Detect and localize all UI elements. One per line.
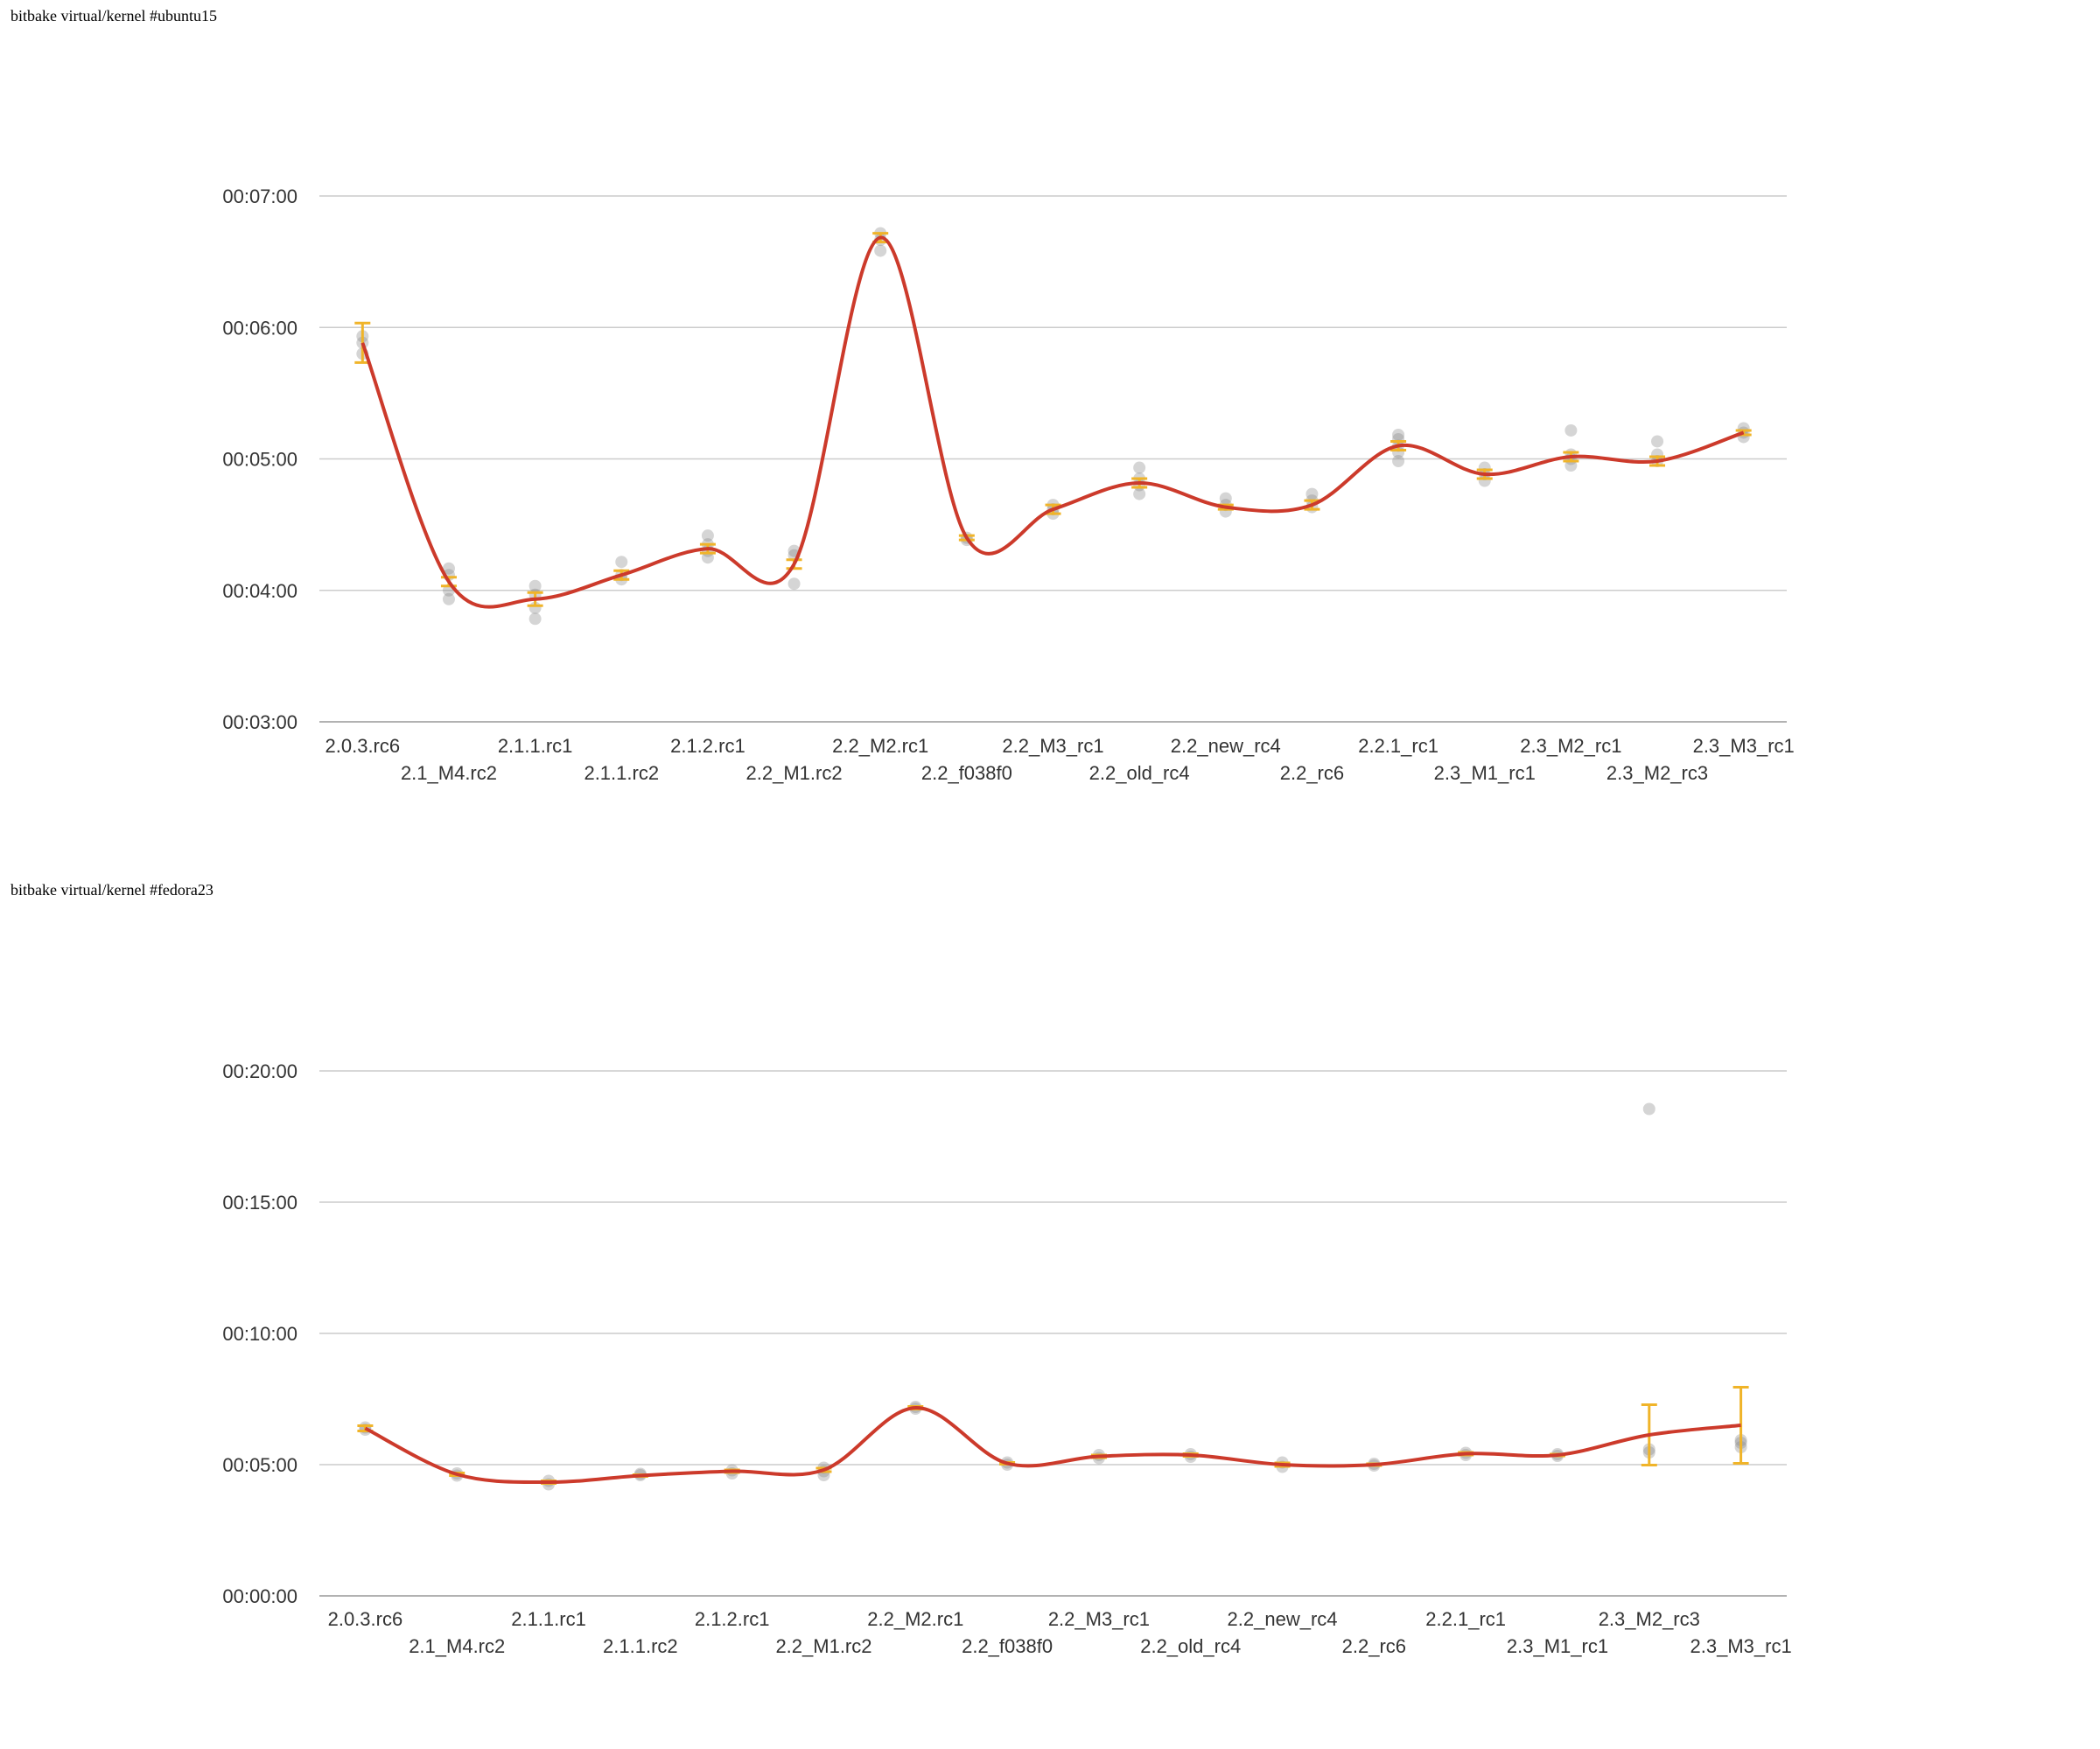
- x-tick-label: 2.1_M4.rc2: [401, 762, 497, 784]
- sample-point: [1306, 487, 1319, 500]
- sample-point: [788, 577, 801, 591]
- sample-point: [1564, 423, 1578, 437]
- x-tick-label: 2.2_f038f0: [962, 1635, 1053, 1657]
- sample-point: [874, 244, 887, 257]
- x-tick-label: 2.2_rc6: [1342, 1635, 1406, 1657]
- x-tick-label: 2.0.3.rc6: [326, 735, 401, 757]
- mean-line: [360, 235, 1745, 609]
- x-tick-label: 2.0.3.rc6: [328, 1608, 403, 1630]
- x-tick-label: 2.2_old_rc4: [1089, 762, 1190, 784]
- x-tick-label: 2.1.2.rc1: [670, 735, 746, 757]
- x-tick-label: 2.3_M2_rc3: [1599, 1608, 1700, 1630]
- sample-point: [1564, 459, 1578, 472]
- y-tick-label: 00:06:00: [222, 317, 298, 339]
- x-tick-label: 2.2_old_rc4: [1140, 1635, 1241, 1657]
- x-tick-label: 2.3_M3_rc1: [1693, 735, 1795, 757]
- x-tick-label: 2.1.1.rc1: [498, 735, 573, 757]
- chart-title: bitbake virtual/kernel #ubuntu15: [10, 7, 217, 24]
- sample-point: [1133, 461, 1146, 474]
- x-tick-label: 2.2_M2.rc1: [867, 1608, 963, 1630]
- x-tick-label: 2.2_M3_rc1: [1048, 1608, 1150, 1630]
- sample-point: [442, 562, 455, 575]
- x-tick-label: 2.2_f038f0: [921, 762, 1012, 784]
- x-tick-label: 2.3_M2_rc1: [1520, 735, 1621, 757]
- sample-point: [615, 556, 628, 569]
- sample-point: [1133, 487, 1146, 500]
- chart-title: bitbake virtual/kernel #fedora23: [10, 881, 214, 899]
- x-tick-label: 2.2_M2.rc1: [832, 735, 928, 757]
- sample-point: [1651, 435, 1664, 448]
- x-tick-label: 2.1.1.rc1: [511, 1608, 586, 1630]
- x-tick-label: 2.2_M1.rc2: [775, 1635, 872, 1657]
- y-tick-label: 00:10:00: [222, 1323, 298, 1345]
- sample-point: [1219, 492, 1232, 505]
- mean-line: [364, 1405, 1741, 1485]
- y-tick-label: 00:05:00: [222, 1454, 298, 1476]
- y-tick-label: 00:05:00: [222, 449, 298, 471]
- x-tick-label: 2.2.1_rc1: [1358, 735, 1438, 757]
- sample-point: [1392, 428, 1405, 441]
- x-tick-label: 2.3_M3_rc1: [1690, 1635, 1792, 1657]
- y-tick-label: 00:07:00: [222, 185, 298, 207]
- y-tick-label: 00:04:00: [222, 580, 298, 602]
- x-tick-label: 2.1_M4.rc2: [409, 1635, 505, 1657]
- x-tick-label: 2.2_M3_rc1: [1002, 735, 1103, 757]
- x-tick-label: 2.2_new_rc4: [1228, 1608, 1338, 1630]
- y-tick-label: 00:15:00: [222, 1192, 298, 1214]
- x-tick-label: 2.2.1_rc1: [1425, 1608, 1506, 1630]
- sample-point: [528, 612, 542, 626]
- y-tick-label: 00:03:00: [222, 711, 298, 733]
- sample-point: [442, 592, 455, 605]
- x-tick-label: 2.3_M1_rc1: [1507, 1635, 1608, 1657]
- x-tick-label: 2.2_new_rc4: [1171, 735, 1281, 757]
- x-tick-label: 2.3_M1_rc1: [1434, 762, 1536, 784]
- x-tick-label: 2.2_rc6: [1280, 762, 1344, 784]
- sample-point: [1392, 455, 1405, 468]
- sample-point: [701, 551, 714, 564]
- x-tick-label: 2.3_M2_rc3: [1606, 762, 1708, 784]
- x-tick-label: 2.1.2.rc1: [695, 1608, 770, 1630]
- y-tick-label: 00:20:00: [222, 1060, 298, 1082]
- x-tick-label: 2.2_M1.rc2: [746, 762, 843, 784]
- x-tick-label: 2.1.1.rc2: [603, 1635, 678, 1657]
- y-tick-label: 00:00:00: [222, 1585, 298, 1607]
- sample-point: [1642, 1102, 1656, 1116]
- sample-point: [701, 529, 714, 542]
- x-tick-label: 2.1.1.rc2: [584, 762, 659, 784]
- sample-point: [528, 579, 542, 592]
